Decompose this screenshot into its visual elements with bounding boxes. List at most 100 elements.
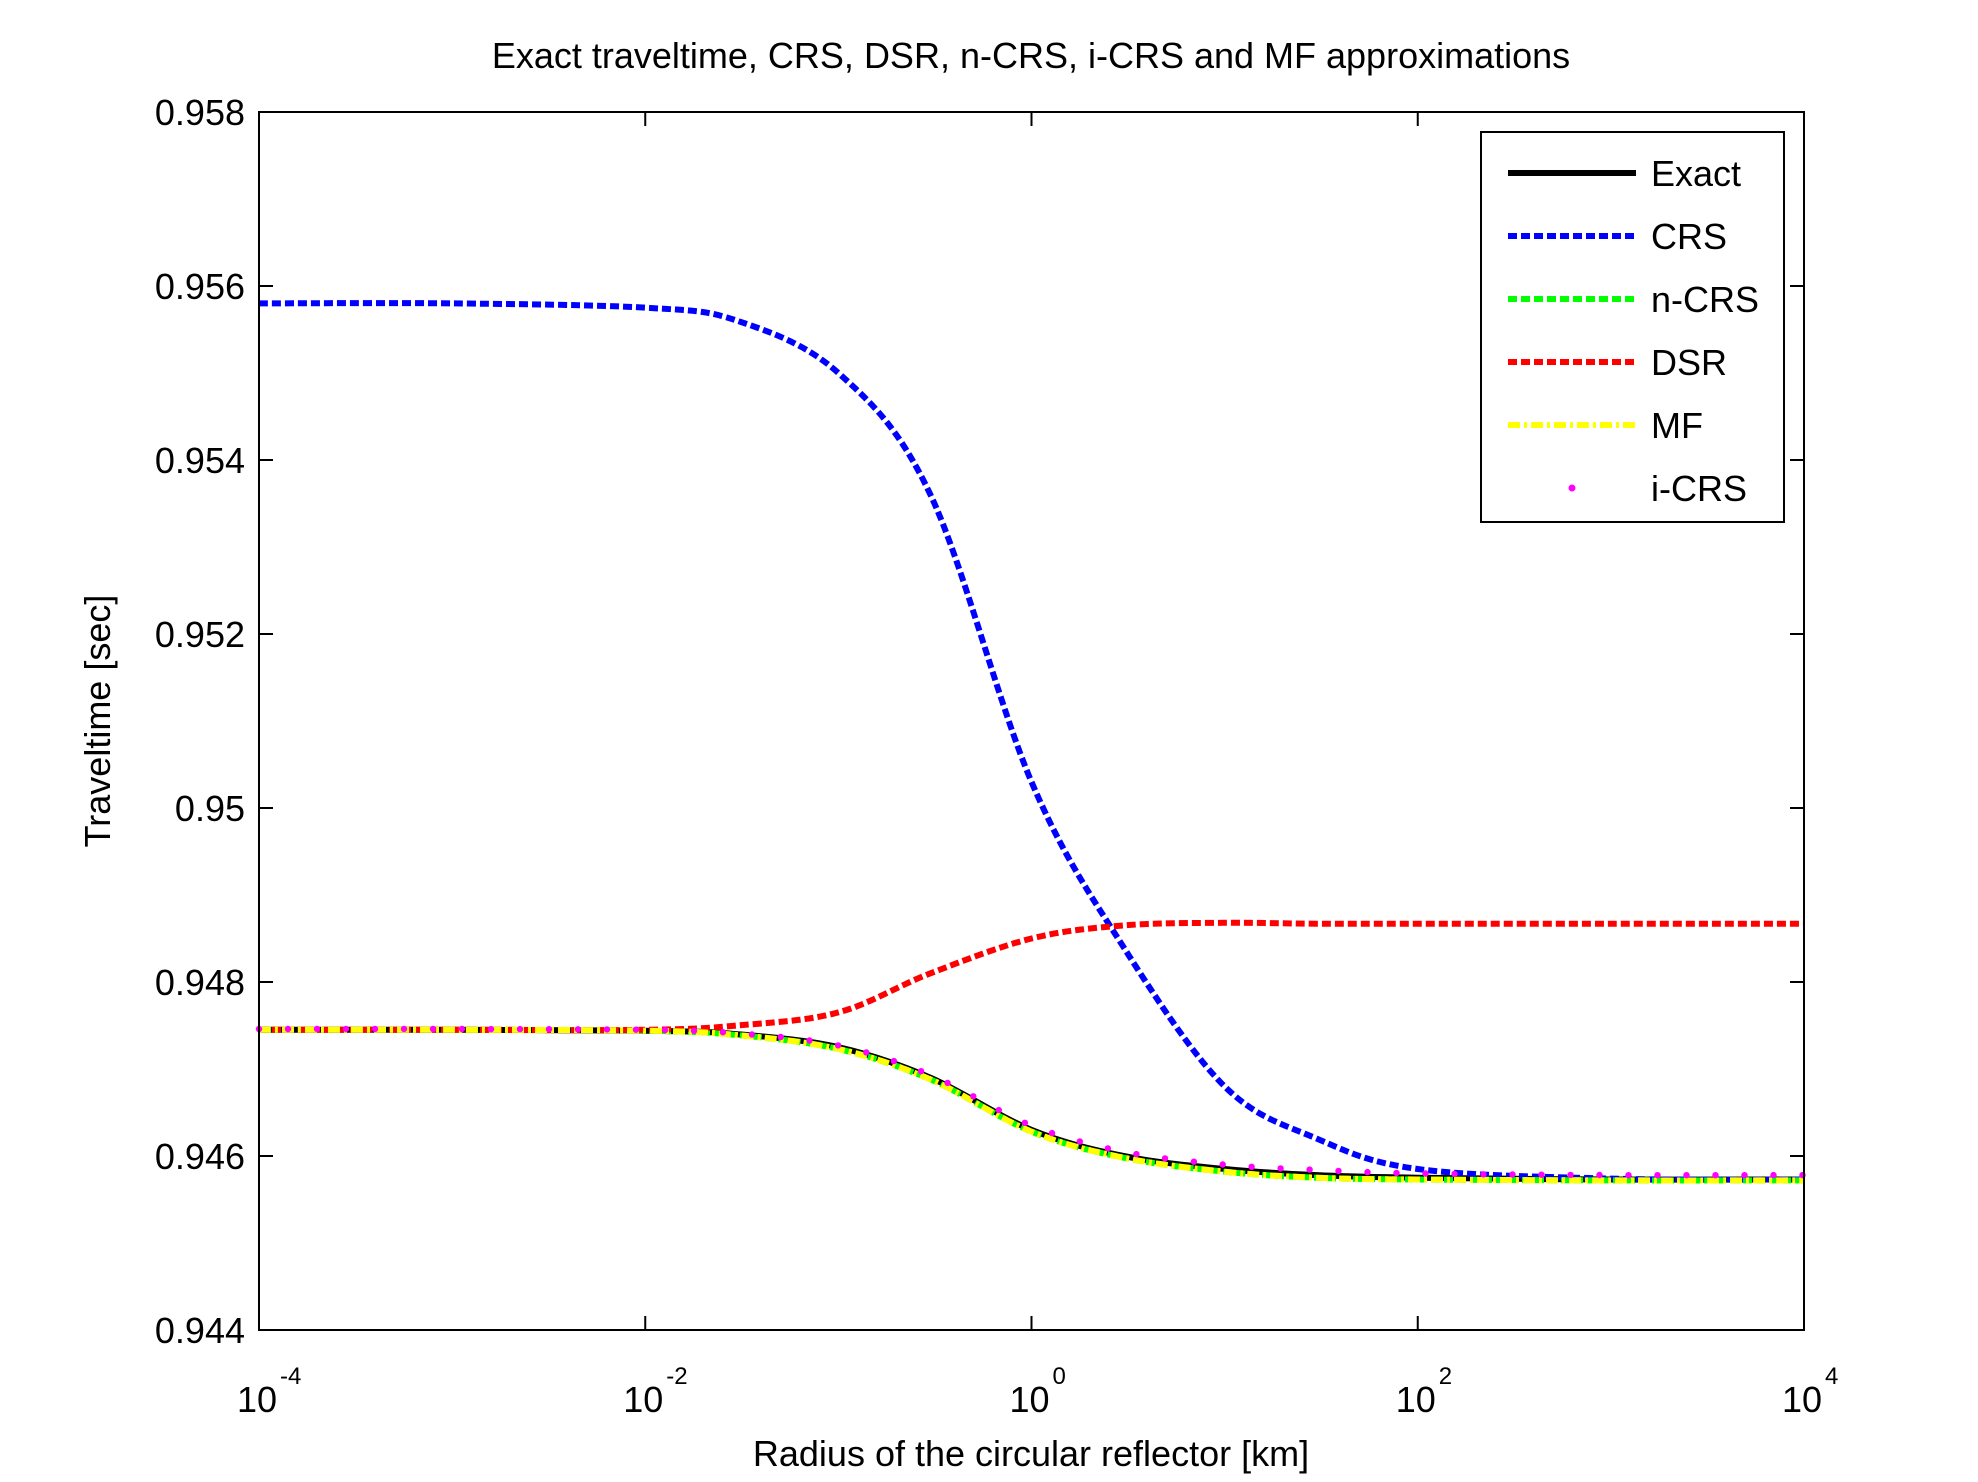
- data-point: [516, 1025, 524, 1033]
- data-point: [458, 1025, 466, 1033]
- x-tick-exponent: 0: [1053, 1363, 1066, 1390]
- y-tick-label: 0.954: [155, 440, 245, 481]
- legend-label: MF: [1651, 405, 1703, 446]
- x-tick-base: 10: [1782, 1379, 1822, 1420]
- data-point: [1509, 1171, 1516, 1178]
- data-point: [371, 1025, 379, 1033]
- data-point: [1625, 1172, 1632, 1179]
- data-point: [1741, 1172, 1748, 1179]
- data-point: [863, 1049, 870, 1056]
- data-point: [1076, 1138, 1084, 1145]
- series-layer: [255, 300, 1806, 1184]
- data-point: [1393, 1169, 1400, 1177]
- y-tick-label: 0.95: [175, 788, 245, 829]
- data-point: [1248, 1163, 1255, 1171]
- data-point: [748, 1031, 756, 1038]
- data-point: [661, 1026, 669, 1034]
- x-axis-label: Radius of the circular reflector [km]: [753, 1433, 1309, 1474]
- x-tick-base: 10: [1396, 1379, 1436, 1420]
- legend-item-crs: CRS: [1508, 216, 1727, 257]
- data-point: [1335, 1167, 1342, 1175]
- series-crs: [258, 300, 1805, 1183]
- legend-item-i-crs: i-CRS: [1568, 468, 1747, 509]
- x-tick-exponent: 2: [1439, 1363, 1452, 1390]
- data-point: [1190, 1158, 1198, 1165]
- data-point: [487, 1025, 495, 1033]
- y-tick-label: 0.956: [155, 266, 245, 307]
- x-tick-label: 100: [1009, 1363, 1065, 1420]
- x-tick-exponent: -2: [666, 1363, 687, 1390]
- x-tick-label: 102: [1396, 1363, 1452, 1420]
- data-point: [1654, 1172, 1661, 1179]
- data-point: [917, 1068, 925, 1075]
- legend-item-mf: MF: [1508, 405, 1703, 446]
- x-tick-exponent: 4: [1825, 1363, 1838, 1390]
- data-point: [777, 1033, 784, 1041]
- y-tick-label: 0.948: [155, 962, 245, 1003]
- data-point: [690, 1027, 698, 1035]
- legend-label: n-CRS: [1651, 279, 1759, 320]
- data-point: [806, 1037, 813, 1044]
- x-tick-base: 10: [623, 1379, 663, 1420]
- legend-item-n-crs: n-CRS: [1508, 279, 1759, 320]
- y-tick-label: 0.944: [155, 1310, 245, 1351]
- legend-item-exact: Exact: [1508, 153, 1741, 194]
- data-point: [574, 1026, 582, 1033]
- data-point: [429, 1025, 437, 1033]
- data-point: [1277, 1165, 1284, 1172]
- data-point: [1048, 1129, 1056, 1137]
- series-mf: [258, 1026, 1805, 1184]
- data-point: [1683, 1172, 1690, 1179]
- data-point: [284, 1025, 292, 1033]
- data-point: [342, 1025, 350, 1033]
- data-point: [1712, 1172, 1719, 1179]
- legend-label: Exact: [1651, 153, 1741, 194]
- y-tick-label: 0.958: [155, 92, 245, 133]
- tick-layer: 0.944 0.946 0.948 0.95 0.952 0.954 0.956 0.958 1…: [155, 92, 1838, 1420]
- data-point: [1021, 1119, 1029, 1127]
- x-tick-base: 10: [237, 1379, 277, 1420]
- x-tick-label: 104: [1782, 1363, 1838, 1420]
- data-point: [970, 1093, 977, 1100]
- data-point: [1451, 1170, 1458, 1178]
- series-i-crs: [255, 1025, 1806, 1179]
- x-tick-exponent: -4: [280, 1363, 301, 1390]
- data-point: [890, 1057, 898, 1065]
- data-point: [1364, 1168, 1371, 1176]
- data-point: [719, 1029, 727, 1036]
- data-point: [834, 1042, 842, 1049]
- y-axis-label: Traveltime [sec]: [77, 595, 118, 848]
- y-tick-label: 0.946: [155, 1136, 245, 1177]
- data-point: [400, 1025, 408, 1033]
- legend-label: i-CRS: [1651, 468, 1747, 509]
- data-point: [313, 1025, 321, 1033]
- x-tick-base: 10: [1009, 1379, 1049, 1420]
- legend-swatch: [1568, 484, 1576, 492]
- data-point: [1770, 1171, 1777, 1179]
- data-point: [995, 1106, 1002, 1114]
- data-point: [1596, 1171, 1603, 1179]
- legend: Exact CRS n-CRS DSR MF i-CRS: [1480, 131, 1785, 523]
- data-point: [1567, 1171, 1574, 1179]
- data-point: [1422, 1170, 1429, 1177]
- data-point: [632, 1026, 640, 1033]
- legend-label: DSR: [1651, 342, 1727, 383]
- data-point: [603, 1026, 611, 1033]
- data-point: [1306, 1166, 1313, 1173]
- data-point: [1133, 1150, 1140, 1158]
- y-tick-label: 0.952: [155, 614, 245, 655]
- data-point: [1104, 1145, 1112, 1152]
- data-point: [1480, 1171, 1487, 1178]
- data-point: [545, 1026, 553, 1033]
- data-point: [1219, 1161, 1226, 1168]
- legend-item-dsr: DSR: [1508, 342, 1727, 383]
- data-point: [1538, 1171, 1545, 1178]
- data-point: [1161, 1155, 1169, 1162]
- legend-box: [1480, 131, 1785, 523]
- chart-title: Exact traveltime, CRS, DSR, n-CRS, i-CRS…: [492, 35, 1570, 76]
- x-tick-label: 10-4: [237, 1363, 301, 1420]
- x-tick-label: 10-2: [623, 1363, 687, 1420]
- data-point: [944, 1079, 951, 1087]
- legend-label: CRS: [1651, 216, 1727, 257]
